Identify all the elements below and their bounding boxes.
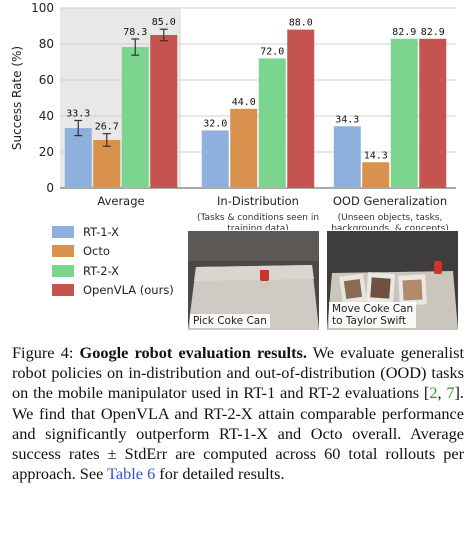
bar-chart: Success Rate (%) 0 20 40 60 80 100 33.3 26.7 78… (10, 1, 456, 230)
legend-swatch (52, 225, 74, 238)
value-label: 82.9 (421, 27, 445, 38)
bar (121, 47, 149, 189)
bar (258, 58, 286, 189)
citation-separator: , (437, 383, 447, 403)
y-axis: Success Rate (%) 0 20 40 60 80 100 (10, 1, 456, 195)
legend-label: OpenVLA (ours) (83, 283, 174, 298)
figure-caption: Figure 4: Google robot evaluation result… (12, 343, 464, 484)
value-label: 44.0 (232, 97, 256, 108)
group-labels: Average In-Distribution (Tasks & condition… (97, 194, 448, 230)
legend-label: RT-2-X (83, 263, 120, 278)
value-label: 72.0 (260, 46, 284, 57)
legend-item: RT-2-X (52, 261, 192, 281)
legend-swatch (52, 264, 74, 277)
value-label: 33.3 (66, 109, 90, 120)
photo-label-line: to Taylor Swift (332, 315, 406, 327)
value-label: 78.3 (123, 27, 147, 38)
photo-label: Pick Coke Can (190, 314, 270, 328)
caption-title: Google robot evaluation results. (79, 343, 307, 362)
value-label: 82.9 (392, 27, 416, 38)
y-tick-label: 0 (46, 181, 54, 195)
category-label: In-Distribution (217, 194, 299, 208)
table-link[interactable]: Table 6 (107, 464, 156, 484)
bars (64, 28, 447, 189)
photo-scene (188, 231, 319, 330)
value-label: 85.0 (152, 17, 176, 28)
value-label: 26.7 (95, 122, 119, 133)
bar (150, 35, 178, 188)
category-note: backgrounds, & concepts) (331, 224, 449, 230)
caption-text: We evaluate generalist robot policies on… (12, 343, 464, 403)
category-label: OOD Generalization (333, 194, 447, 208)
bar (390, 38, 418, 188)
y-tick-label: 100 (31, 1, 54, 15)
category-note: training data) (227, 224, 289, 230)
photo-label-line: Move Coke Can (332, 303, 414, 315)
value-label: 88.0 (289, 18, 313, 29)
bar (419, 38, 447, 188)
citation-link[interactable]: 7 (446, 383, 455, 403)
legend-item: OpenVLA (ours) (52, 281, 192, 301)
caption-text: for detailed results. (155, 464, 285, 484)
y-tick-label: 60 (39, 73, 54, 87)
legend-swatch (52, 245, 74, 258)
citation-link[interactable]: 2 (429, 383, 438, 403)
bar (362, 162, 390, 188)
y-tick-label: 80 (39, 37, 54, 51)
photo-pick-coke-can: Pick Coke Can (188, 231, 319, 330)
bar (64, 128, 92, 188)
caption-text: ]. We find that OpenVLA and RT-2-X attai… (12, 383, 465, 484)
y-tick-label: 40 (39, 109, 54, 123)
legend: RT-1-X Octo RT-2-X OpenVLA (ours) (52, 222, 192, 300)
legend-item: Octo (52, 242, 192, 262)
figure-label: Figure 4: (12, 343, 74, 362)
y-tick-label: 20 (39, 145, 54, 159)
legend-item: RT-1-X (52, 222, 192, 242)
value-label: 32.0 (203, 118, 227, 129)
bar (230, 108, 258, 188)
category-note: (Tasks & conditions seen in (197, 213, 319, 223)
category-label: Average (97, 194, 144, 208)
category-note: (Unseen objects, tasks, (338, 213, 443, 223)
bar (287, 29, 315, 188)
photo-move-coke-can: Move Coke Can to Taylor Swift (327, 231, 458, 330)
bar (201, 130, 229, 188)
legend-swatch (52, 284, 74, 297)
legend-label: RT-1-X (83, 224, 120, 239)
photo-label: Move Coke Can to Taylor Swift (329, 302, 417, 328)
value-label: 14.3 (364, 150, 388, 161)
legend-label: Octo (83, 244, 110, 259)
bar (333, 126, 361, 188)
y-axis-title: Success Rate (%) (10, 46, 24, 150)
value-label: 34.3 (335, 114, 359, 125)
bar (93, 139, 121, 188)
value-labels: 33.3 26.7 78.3 85.0 32.0 44.0 72.0 88.0 34.3 14.3… (66, 17, 445, 161)
